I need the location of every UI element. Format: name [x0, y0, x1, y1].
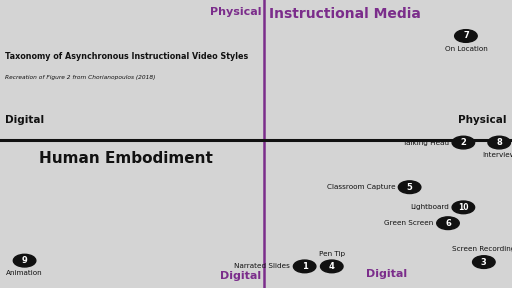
Text: Classroom Capture: Classroom Capture	[327, 184, 395, 190]
Text: Human Embodiment: Human Embodiment	[38, 151, 212, 166]
Circle shape	[13, 254, 36, 267]
Circle shape	[488, 136, 510, 149]
Circle shape	[452, 136, 475, 149]
Text: Instructional Media: Instructional Media	[269, 7, 421, 21]
Text: 8: 8	[496, 138, 502, 147]
Text: Animation: Animation	[6, 270, 43, 276]
Text: Digital: Digital	[220, 271, 261, 281]
Text: Screen Recording: Screen Recording	[452, 247, 512, 252]
Text: 7: 7	[463, 31, 469, 41]
Text: Taxonomy of Asynchronous Instructional Video Styles: Taxonomy of Asynchronous Instructional V…	[5, 52, 248, 61]
Text: Physical: Physical	[209, 7, 261, 17]
Circle shape	[473, 256, 495, 268]
Circle shape	[437, 217, 459, 230]
Text: Physical: Physical	[458, 115, 507, 124]
Text: 9: 9	[22, 256, 28, 265]
Text: 6: 6	[445, 219, 451, 228]
Circle shape	[452, 201, 475, 214]
Circle shape	[321, 260, 343, 273]
Circle shape	[398, 181, 421, 194]
Text: 1: 1	[302, 262, 308, 271]
Text: 4: 4	[329, 262, 335, 271]
Text: 5: 5	[407, 183, 413, 192]
Text: Talking Head: Talking Head	[403, 140, 449, 145]
Text: On Location: On Location	[444, 46, 487, 52]
Text: Interview: Interview	[482, 152, 512, 158]
Text: 3: 3	[481, 257, 487, 267]
Text: Recreation of Figure 2 from Chorianopoulos (2018): Recreation of Figure 2 from Chorianopoul…	[5, 75, 156, 80]
Circle shape	[293, 260, 316, 273]
Text: 10: 10	[458, 203, 468, 212]
Text: Narrated Slides: Narrated Slides	[234, 264, 290, 269]
Text: Digital: Digital	[5, 115, 44, 124]
Text: Digital: Digital	[366, 269, 407, 279]
Text: Green Screen: Green Screen	[385, 220, 434, 226]
Text: Pen Tip: Pen Tip	[318, 251, 345, 257]
Text: Lightboard: Lightboard	[410, 204, 449, 210]
Text: 2: 2	[460, 138, 466, 147]
Circle shape	[455, 30, 477, 42]
